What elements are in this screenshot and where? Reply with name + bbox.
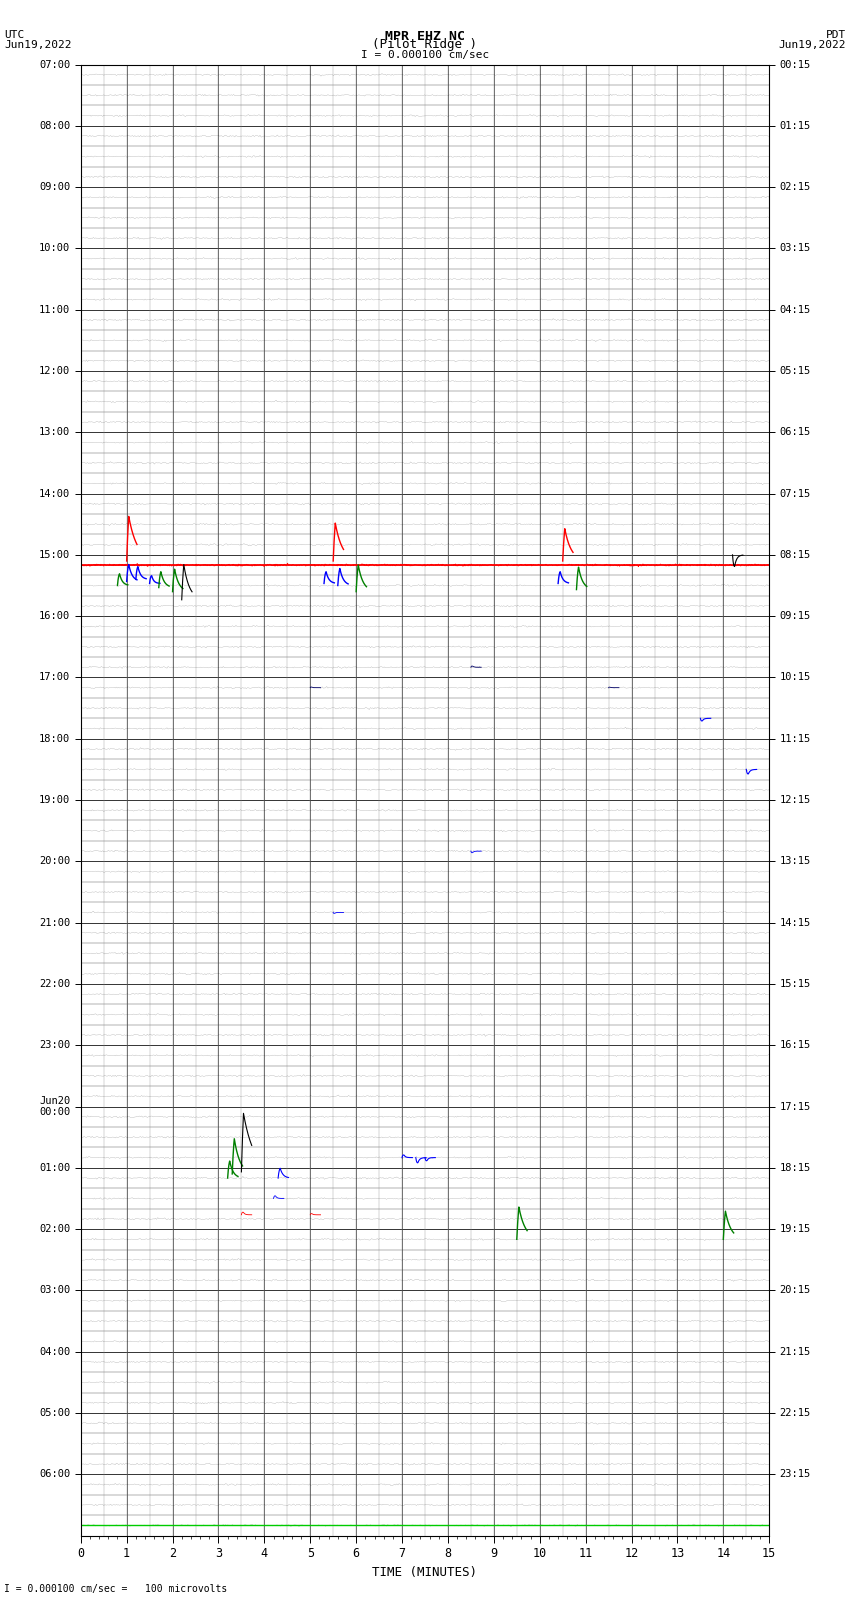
Text: PDT: PDT	[825, 31, 846, 40]
Text: (Pilot Ridge ): (Pilot Ridge )	[372, 37, 478, 50]
X-axis label: TIME (MINUTES): TIME (MINUTES)	[372, 1566, 478, 1579]
Text: Jun19,2022: Jun19,2022	[779, 40, 846, 50]
Text: I = 0.000100 cm/sec =   100 microvolts: I = 0.000100 cm/sec = 100 microvolts	[4, 1584, 228, 1594]
Text: Jun19,2022: Jun19,2022	[4, 40, 71, 50]
Text: UTC: UTC	[4, 31, 25, 40]
Text: MPR EHZ NC: MPR EHZ NC	[385, 29, 465, 44]
Text: I = 0.000100 cm/sec: I = 0.000100 cm/sec	[361, 50, 489, 60]
